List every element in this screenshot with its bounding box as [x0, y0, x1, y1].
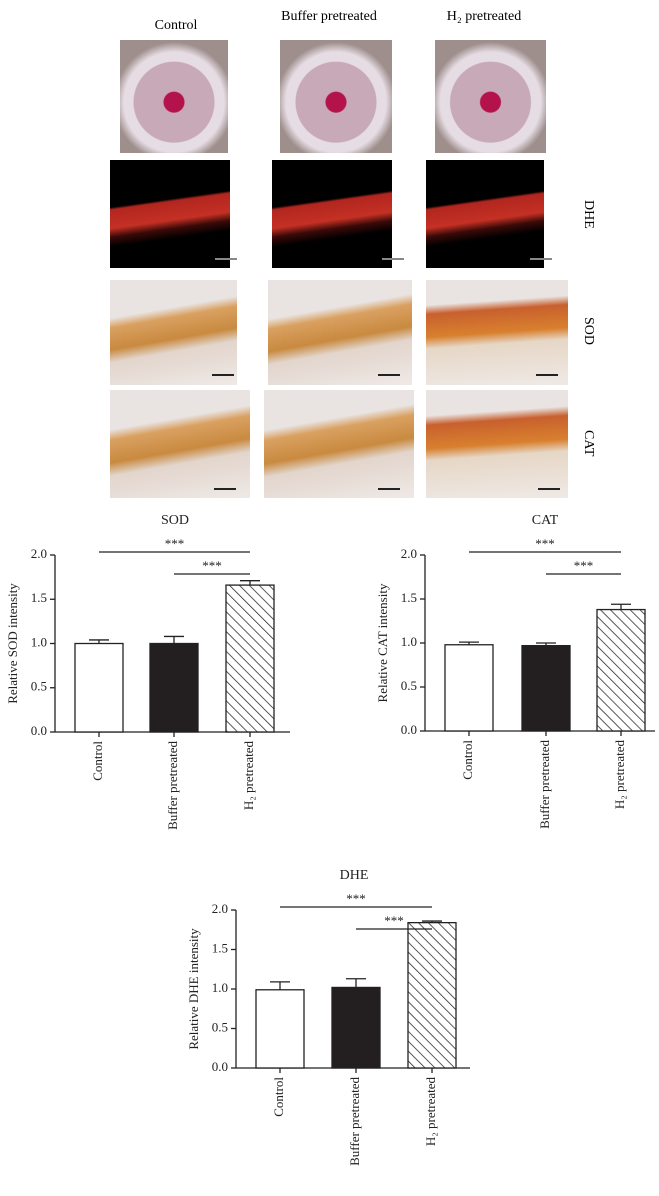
y-axis-label: Relative SOD intensity — [5, 583, 20, 704]
scale-bar — [536, 374, 558, 376]
column-label: H₂ pretreated — [446, 9, 522, 24]
x-tick-label: Buffer pretreated — [165, 741, 180, 830]
significance-label: *** — [346, 891, 366, 906]
bar — [255, 989, 305, 1069]
y-tick-label: 0.5 — [212, 1019, 228, 1034]
scale-bar — [378, 488, 400, 490]
bar — [74, 642, 124, 733]
y-tick-label: 2.0 — [212, 901, 228, 916]
scale-bar — [212, 374, 234, 376]
bar — [225, 584, 275, 733]
y-tick-label: 1.5 — [401, 590, 417, 605]
cat-image — [264, 390, 414, 498]
x-tick-label: Control — [271, 1077, 286, 1117]
y-tick-label: 2.0 — [31, 546, 47, 561]
significance-label: *** — [535, 536, 555, 551]
sod-image — [268, 280, 412, 385]
significance-label: *** — [384, 913, 404, 928]
y-tick-label: 0.5 — [31, 679, 47, 694]
y-tick-label: 0.0 — [212, 1059, 228, 1074]
y-tick-label: 0.5 — [401, 678, 417, 693]
scale-bar — [214, 488, 236, 490]
eye-photo — [280, 40, 392, 153]
bar — [149, 642, 199, 733]
x-tick-label: Control — [90, 741, 105, 781]
y-tick-label: 1.0 — [401, 634, 417, 649]
bar — [331, 986, 381, 1069]
eye-photo — [120, 40, 228, 153]
significance-label: *** — [202, 558, 222, 573]
y-tick-label: 2.0 — [401, 546, 417, 561]
y-axis-label: Relative CAT intensity — [375, 583, 390, 702]
y-tick-label: 1.0 — [31, 634, 47, 649]
chart-title: DHE — [340, 868, 369, 883]
y-tick-label: 0.0 — [401, 722, 417, 737]
dhe-image — [110, 160, 230, 268]
x-tick-label: Control — [460, 740, 475, 780]
cat-image — [110, 390, 250, 498]
scale-bar — [378, 374, 400, 376]
scale-bar — [538, 488, 560, 490]
column-label: Control — [154, 18, 198, 33]
y-tick-label: 1.5 — [31, 590, 47, 605]
y-tick-label: 0.0 — [31, 723, 47, 738]
significance-label: *** — [574, 558, 594, 573]
chart-title: CAT — [532, 513, 559, 528]
bar — [444, 644, 494, 732]
cat-image — [426, 390, 568, 498]
scale-bar — [215, 258, 237, 260]
x-tick-label: H₂ pretreated — [241, 741, 256, 811]
y-tick-label: 1.5 — [212, 940, 228, 955]
y-axis-label: Relative DHE intensity — [186, 928, 201, 1050]
bar — [596, 608, 646, 732]
x-tick-label: H₂ pretreated — [423, 1077, 438, 1147]
x-tick-label: H₂ pretreated — [612, 740, 627, 810]
bar — [407, 921, 457, 1069]
significance-label: *** — [165, 536, 185, 551]
x-tick-label: Buffer pretreated — [347, 1077, 362, 1166]
bar — [521, 644, 571, 732]
y-tick-label: 1.0 — [212, 980, 228, 995]
sod-image — [110, 280, 237, 385]
chart-title: SOD — [161, 513, 189, 528]
column-label: Buffer pretreated — [281, 9, 377, 24]
dhe-image — [426, 160, 544, 268]
eye-photo — [435, 40, 546, 153]
sod-image — [426, 280, 568, 385]
dhe-image — [272, 160, 392, 268]
scale-bar — [382, 258, 404, 260]
x-tick-label: Buffer pretreated — [537, 740, 552, 829]
scale-bar — [530, 258, 552, 260]
